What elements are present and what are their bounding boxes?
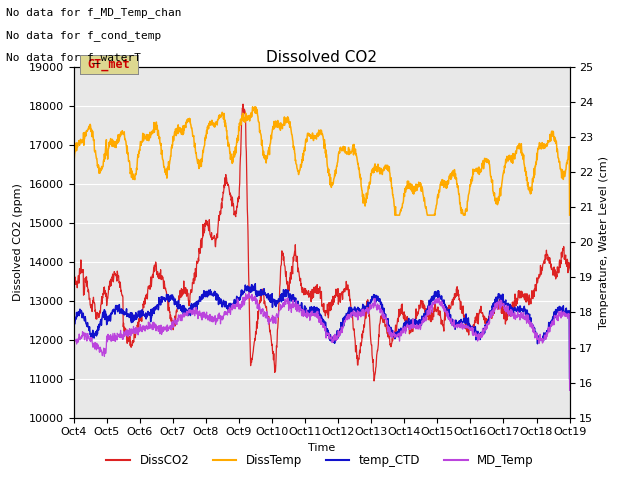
Text: GT_met: GT_met (88, 58, 130, 72)
Y-axis label: Temperature, Water Level (cm): Temperature, Water Level (cm) (599, 156, 609, 329)
Legend: DissCO2, DissTemp, temp_CTD, MD_Temp: DissCO2, DissTemp, temp_CTD, MD_Temp (102, 449, 538, 472)
Text: No data for f_MD_Temp_chan: No data for f_MD_Temp_chan (6, 7, 182, 18)
Text: No data for f_cond_temp: No data for f_cond_temp (6, 30, 162, 41)
Title: Dissolved CO2: Dissolved CO2 (266, 49, 377, 65)
Y-axis label: Dissolved CO2 (ppm): Dissolved CO2 (ppm) (13, 183, 23, 301)
X-axis label: Time: Time (308, 443, 335, 453)
Text: No data for f_waterT: No data for f_waterT (6, 52, 141, 63)
